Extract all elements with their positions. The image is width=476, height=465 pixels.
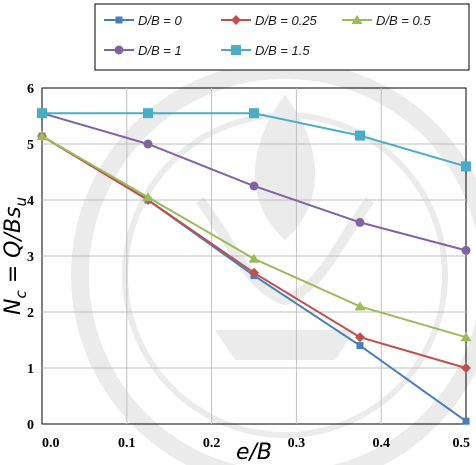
legend-marker-3 [114, 45, 124, 55]
series-3-point [355, 217, 365, 227]
x-tick-label: 0.0 [42, 436, 60, 451]
y-tick-label: 3 [27, 250, 34, 265]
y-tick-label: 2 [27, 306, 34, 321]
y-axis-title-sub: c [12, 290, 30, 299]
series-3-point [461, 245, 471, 255]
legend-marker-2 [351, 15, 363, 24]
x-axis-title: e/B [236, 440, 272, 465]
y-axis-title-mid: = Q/Bs [1, 207, 26, 291]
y-axis-title-main: N [1, 299, 26, 315]
legend-label-2: D/B = 0.5 [376, 13, 431, 28]
legend-label-4: D/B = 1.5 [255, 43, 310, 58]
series-3-point [143, 139, 153, 149]
y-tick-label: 5 [27, 138, 34, 153]
y-tick-label: 6 [27, 82, 34, 97]
series-1-point [249, 267, 259, 278]
series-1-point [461, 363, 471, 373]
series-4-point [461, 161, 471, 172]
series-1-point [355, 332, 365, 343]
series-4-point [249, 108, 259, 119]
x-tick-label: 0.2 [203, 436, 221, 451]
legend-label-1: D/B = 0.25 [255, 13, 318, 28]
series-2-point [36, 131, 48, 141]
series-2-point [248, 253, 260, 263]
series-4-point [355, 130, 365, 141]
legend-box [94, 3, 470, 71]
y-tick-label: 1 [27, 362, 34, 377]
x-tick-label: 0.5 [453, 436, 471, 451]
series-2-point [354, 301, 366, 311]
legend-label-0: D/B = 0 [138, 13, 182, 28]
x-tick-label: 0.3 [288, 436, 306, 451]
x-tick-label: 0.1 [118, 436, 136, 451]
legend-marker-4 [231, 45, 241, 55]
x-tick-label: 0.4 [372, 436, 390, 451]
legend-marker-1 [231, 15, 241, 25]
y-tick-label: 4 [27, 194, 34, 209]
series-3-point [249, 181, 259, 191]
series-4-point [143, 108, 153, 119]
series-4-point [37, 108, 47, 119]
y-tick-label: 0 [27, 418, 34, 433]
watermark-seal [71, 61, 476, 465]
legend-marker-0 [115, 16, 123, 24]
series-0-point [462, 417, 470, 425]
legend: D/B = 0 D/B = 0.25 D/B = 0.5 D/B = 1 D/B = 1… [94, 3, 470, 71]
plot-area: 0 1 2 3 4 5 6 0.0 0.1 0.2 0.3 0.4 0.5 [27, 82, 472, 451]
series-2-point [460, 332, 472, 342]
y-axis-title: Nc = Q/Bsu [1, 197, 30, 315]
legend-label-3: D/B = 1 [138, 43, 182, 58]
series-0-point [356, 342, 364, 350]
series-2-point [142, 192, 154, 202]
y-axis-title-sub2: u [12, 197, 30, 207]
